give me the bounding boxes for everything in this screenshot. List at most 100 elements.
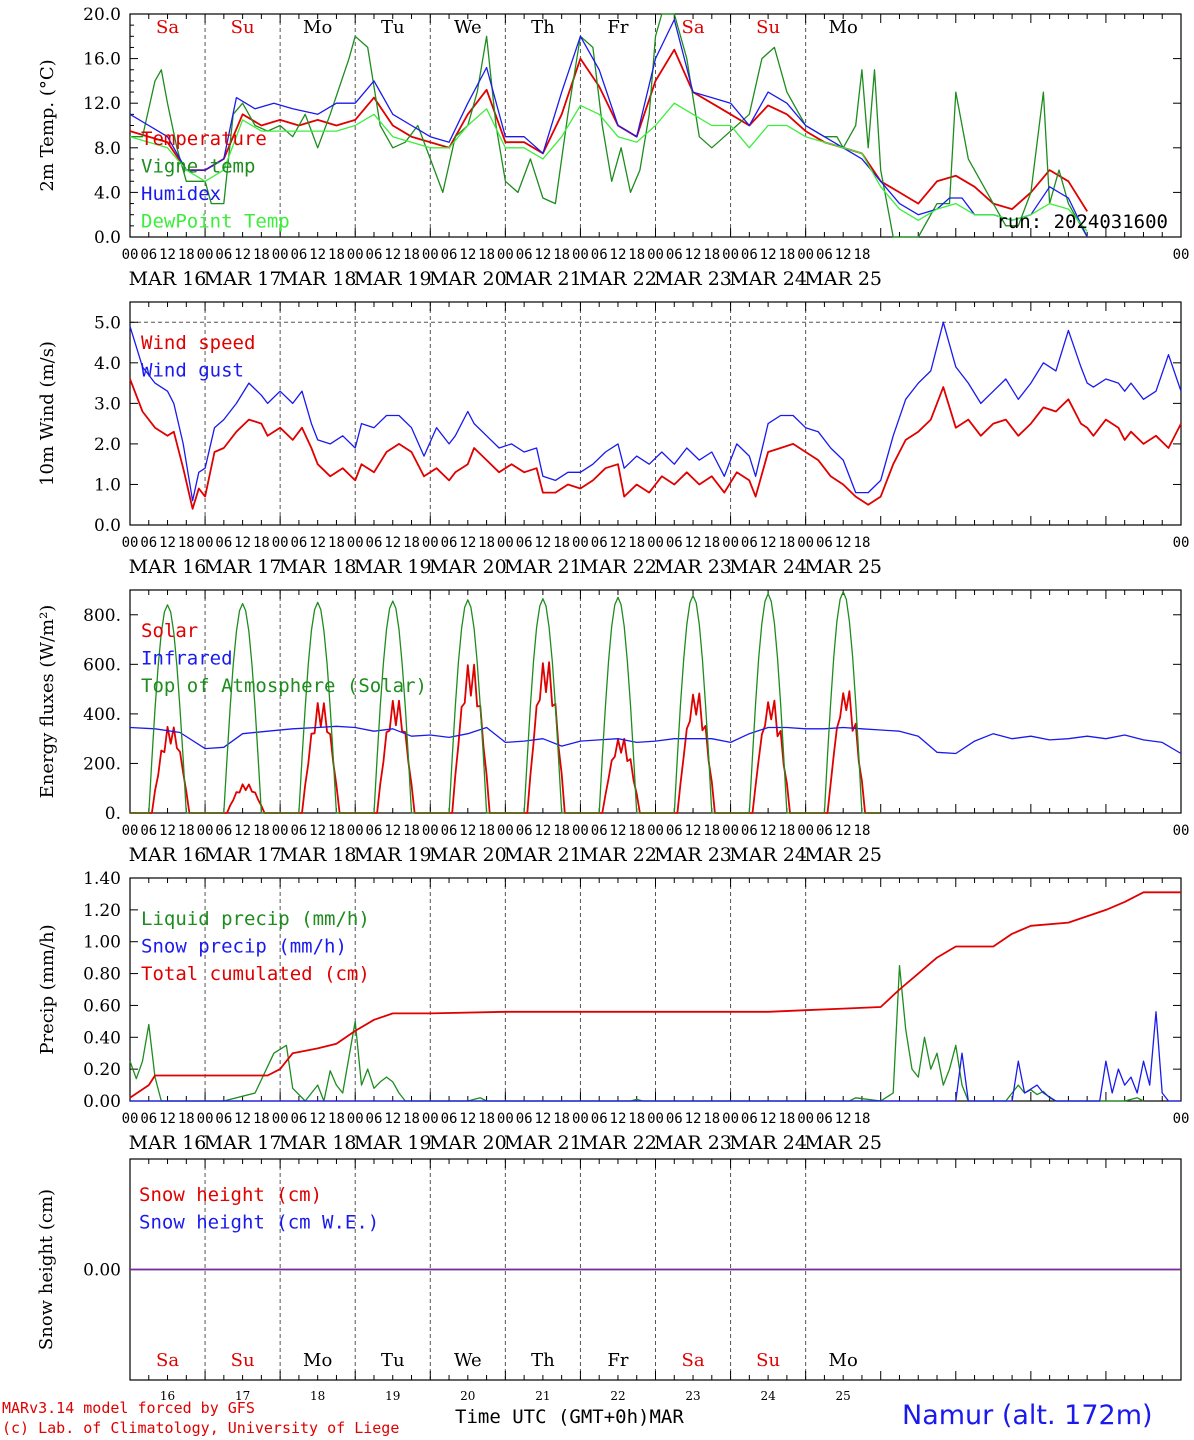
run-annotation: run: 2024031600 [996, 211, 1168, 233]
y-axis-label: 2m Temp. (°C) [37, 59, 58, 191]
y-tick-label: 0.40 [83, 1028, 121, 1048]
date-label: MAR 18 [279, 556, 357, 578]
hour-tick-label: 12 [309, 823, 326, 839]
day-name-label: Mo [303, 1350, 332, 1371]
hour-tick-label: 00 [1173, 1111, 1190, 1127]
hour-tick-label: 18 [178, 1111, 195, 1127]
hour-tick-label: 12 [835, 535, 852, 551]
hour-tick-label: 12 [234, 823, 251, 839]
hour-tick-label: 06 [741, 247, 758, 263]
hour-tick-label: 00 [422, 1111, 439, 1127]
hour-tick-label: 00 [422, 247, 439, 263]
hour-tick-label: 18 [478, 535, 495, 551]
hour-tick-label: 12 [610, 535, 627, 551]
hour-tick-label: 12 [685, 535, 702, 551]
x-axis-title: Time UTC (GMT+0h)MAR [455, 1406, 684, 1428]
hour-tick-label: 00 [272, 247, 289, 263]
date-label: MAR 22 [579, 268, 657, 290]
hour-tick-label: 00 [197, 535, 214, 551]
hour-tick-label: 12 [835, 823, 852, 839]
hour-tick-label: 18 [478, 247, 495, 263]
hour-tick-label: 00 [647, 535, 664, 551]
day-name-label: Tu [381, 17, 405, 38]
day-name-label: Th [531, 1350, 555, 1371]
hour-tick-label: 18 [778, 823, 795, 839]
hour-tick-label: 06 [366, 247, 383, 263]
date-label: MAR 24 [729, 268, 807, 290]
day-number-label: 18 [310, 1389, 325, 1403]
hour-tick-label: 00 [647, 1111, 664, 1127]
station-name: Namur (alt. 172m) [902, 1400, 1153, 1431]
hour-tick-label: 12 [534, 535, 551, 551]
y-tick-label: 1.20 [83, 901, 121, 921]
hour-tick-label: 00 [497, 247, 514, 263]
x-axis-month: MAR [649, 1406, 684, 1428]
hour-tick-label: 12 [309, 247, 326, 263]
hour-tick-label: 00 [122, 823, 139, 839]
hour-tick-label: 12 [685, 823, 702, 839]
hour-tick-label: 00 [347, 823, 364, 839]
y-tick-label: 0.60 [83, 996, 121, 1016]
day-number-label: 17 [235, 1389, 250, 1403]
hour-tick-label: 12 [610, 823, 627, 839]
hour-tick-label: 12 [760, 247, 777, 263]
hour-tick-label: 12 [159, 823, 176, 839]
panel-2 [129, 301, 1182, 526]
hour-tick-label: 12 [459, 823, 476, 839]
hour-tick-label: 00 [272, 1111, 289, 1127]
day-name-label: Fr [607, 1350, 628, 1371]
hour-tick-label: 18 [553, 823, 570, 839]
y-tick-label: 1.40 [83, 869, 121, 889]
date-label: MAR 23 [654, 556, 732, 578]
day-number-label: 21 [535, 1389, 550, 1403]
day-name-label: Su [756, 1350, 780, 1371]
y-tick-label: 0.20 [83, 1060, 121, 1080]
hour-tick-label: 12 [384, 1111, 401, 1127]
day-name-label: Sa [682, 17, 705, 38]
y-tick-label: 0.00 [83, 1261, 121, 1281]
hour-tick-label: 06 [591, 823, 608, 839]
date-label: MAR 22 [579, 556, 657, 578]
y-axis-label: 10m Wind (m/s) [37, 341, 58, 486]
hour-tick-label: 00 [797, 535, 814, 551]
date-label: MAR 18 [279, 844, 357, 866]
hour-tick-label: 18 [628, 1111, 645, 1127]
hour-tick-label: 06 [816, 1111, 833, 1127]
hour-tick-label: 18 [403, 823, 420, 839]
hour-tick-label: 18 [478, 823, 495, 839]
hour-tick-label: 18 [178, 535, 195, 551]
hour-tick-label: 00 [722, 535, 739, 551]
hour-tick-label: 06 [741, 1111, 758, 1127]
legend-temperature: Temperature [141, 128, 267, 150]
y-tick-label: 16.0 [83, 50, 121, 70]
hour-tick-label: 18 [553, 1111, 570, 1127]
date-label: MAR 21 [504, 556, 582, 578]
hour-tick-label: 12 [685, 247, 702, 263]
series-line-total-cumulated-cm- [129, 891, 1181, 1099]
hour-tick-label: 06 [666, 823, 683, 839]
date-label: MAR 19 [354, 268, 432, 290]
hour-tick-label: 18 [854, 535, 871, 551]
hour-tick-label: 12 [459, 535, 476, 551]
legend-total-cumulated-cm-: Total cumulated (cm) [141, 963, 370, 985]
day-name-label: Mo [829, 17, 858, 38]
date-label: MAR 18 [279, 268, 357, 290]
y-tick-label: 0.0 [94, 516, 121, 536]
series-line-infrared [129, 725, 1182, 755]
date-label: MAR 21 [504, 268, 582, 290]
hour-tick-label: 18 [703, 1111, 720, 1127]
hour-tick-label: 00 [647, 247, 664, 263]
hour-tick-label: 12 [384, 247, 401, 263]
y-tick-label: 3.0 [94, 394, 121, 414]
hour-tick-label: 12 [309, 1111, 326, 1127]
date-label: MAR 20 [429, 268, 507, 290]
legend-top-of-atmosphere-solar-: Top of Atmosphere (Solar) [141, 675, 427, 697]
date-label: MAR 19 [354, 844, 432, 866]
hour-tick-label: 00 [572, 1111, 589, 1127]
date-label: MAR 21 [504, 844, 582, 866]
y-axis-label: Precip (mm/h) [37, 924, 58, 1054]
hour-tick-label: 06 [516, 535, 533, 551]
hour-tick-label: 06 [816, 247, 833, 263]
panel-5 [129, 1158, 1182, 1381]
